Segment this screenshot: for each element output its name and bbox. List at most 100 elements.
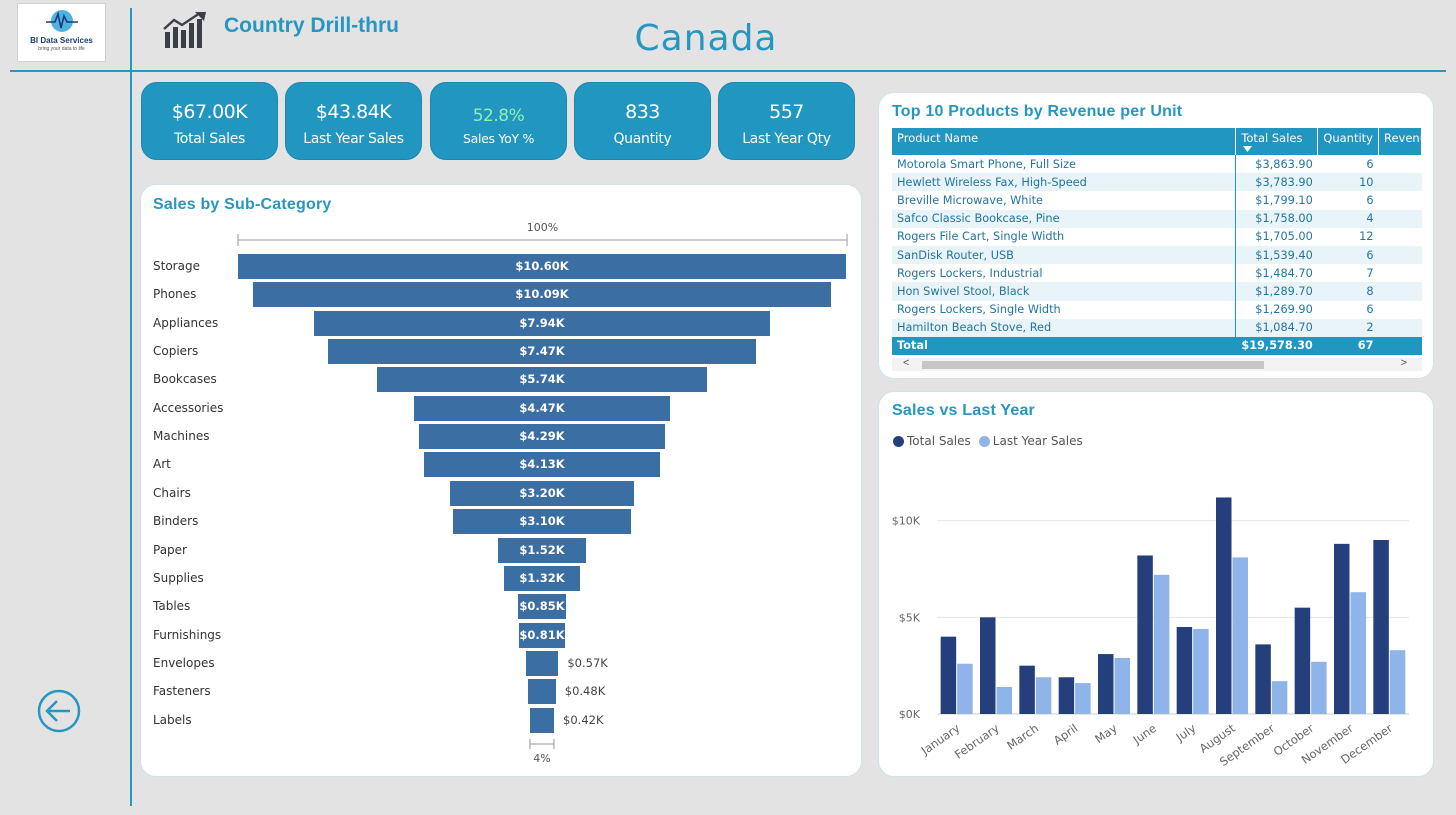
table-row[interactable]: Hewlett Wireless Fax, High-Speed $3,783.9… [892, 173, 1422, 192]
funnel-bar[interactable] [528, 679, 556, 705]
bar-total-sales[interactable] [1019, 665, 1035, 714]
bar-last-year-sales[interactable] [1153, 574, 1170, 714]
bar-total-sales[interactable] [940, 636, 957, 714]
cell-quantity: 12 [1359, 230, 1374, 244]
funnel-bar[interactable] [450, 480, 634, 506]
col-header-revenue[interactable]: Revenu [1378, 128, 1422, 155]
funnel-bar[interactable] [498, 537, 586, 563]
funnel-bar-value: $3.10K [519, 514, 565, 529]
funnel-category-label: Appliances [153, 315, 219, 330]
bar-total-sales[interactable] [1294, 607, 1311, 714]
bar-total-sales[interactable] [1137, 555, 1153, 714]
funnel-bar[interactable] [529, 707, 555, 733]
funnel-bar[interactable] [238, 254, 846, 279]
bar-last-year-sales[interactable] [1389, 650, 1406, 714]
bar-total-sales[interactable] [1058, 677, 1075, 714]
y-tick-label: $0K [899, 708, 921, 721]
table-row[interactable]: Motorola Smart Phone, Full Size $3,863.90… [892, 155, 1422, 174]
bar-last-year-sales[interactable] [1114, 657, 1131, 714]
funnel-bar[interactable] [418, 424, 666, 450]
funnel-bar[interactable] [423, 452, 661, 478]
bar-total-sales[interactable] [980, 617, 996, 714]
col-header-total-sales[interactable]: Total Sales [1235, 128, 1319, 155]
cell-quantity: 4 [1317, 209, 1379, 228]
horizontal-scrollbar[interactable]: < > [892, 357, 1422, 371]
funnel-category-label: Binders [153, 514, 199, 529]
funnel-bar-value: $1.52K [519, 542, 565, 557]
table-row[interactable]: Breville Microwave, White $1,799.10 6 [892, 191, 1422, 210]
col-header-label: Total Sales [1241, 131, 1303, 145]
bar-total-sales[interactable] [1176, 627, 1193, 714]
cell-product-name: Rogers File Cart, Single Width [897, 230, 1065, 244]
bar-last-year-sales[interactable] [996, 686, 1013, 714]
funnel-category-label: Art [153, 457, 171, 472]
scrollbar-thumb[interactable] [922, 361, 1264, 369]
country-title: Canada [634, 18, 778, 59]
funnel-bar[interactable] [518, 622, 566, 648]
bar-total-sales[interactable] [1373, 540, 1389, 714]
horizontal-divider [10, 70, 1446, 72]
funnel-bar[interactable] [314, 310, 770, 336]
bar-total-sales[interactable] [1255, 644, 1271, 714]
bar-last-year-sales[interactable] [957, 663, 973, 714]
kpi-sales-yoy: 52.8% Sales YoY % [430, 82, 567, 160]
bar-last-year-sales[interactable] [1075, 683, 1091, 714]
cell-revenue [1379, 264, 1422, 282]
back-arrow-icon[interactable] [37, 689, 81, 733]
col-header-quantity[interactable]: Quantity [1317, 128, 1379, 155]
bar-last-year-sales[interactable] [1232, 557, 1249, 714]
funnel-bar[interactable] [327, 339, 757, 365]
bar-last-year-sales[interactable] [1311, 661, 1327, 714]
panel-title: Sales vs Last Year [892, 402, 1035, 419]
col-header-product-name[interactable]: Product Name [892, 128, 1237, 155]
cell-quantity: 6 [1366, 303, 1374, 317]
funnel-category-label: Accessories [153, 400, 224, 415]
cell-total-sales: $1,084.70 [1235, 318, 1318, 337]
funnel-bar[interactable] [517, 594, 567, 620]
legend-item-last-year-sales[interactable]: Last Year Sales [978, 434, 1083, 448]
funnel-bar-value: $10.09K [515, 287, 569, 302]
table-row[interactable]: Hon Swivel Stool, Black $1,289.70 8 [892, 282, 1422, 301]
products-table: Product Name Total Sales Quantity Revenu… [892, 128, 1422, 355]
funnel-bottom-percent: 4% [533, 752, 551, 765]
legend-item-total-sales[interactable]: Total Sales [893, 434, 971, 448]
bar-total-sales[interactable] [1098, 654, 1114, 714]
kpi-value: $67.00K [171, 101, 248, 123]
kpi-label: Sales YoY % [462, 131, 535, 146]
table-row[interactable]: SanDisk Router, USB $1,539.40 6 [892, 245, 1422, 265]
bar-last-year-sales[interactable] [1271, 681, 1288, 714]
cell-quantity: 2 [1317, 318, 1379, 337]
sort-descending-icon [1243, 146, 1253, 152]
funnel-bottom-bracket [529, 739, 555, 749]
cell-total-sales: $1,539.40 [1235, 245, 1318, 265]
funnel-bar[interactable] [413, 395, 671, 421]
bar-last-year-sales[interactable] [1350, 592, 1367, 714]
cell-total-label: Total [892, 336, 1236, 355]
bar-last-year-sales[interactable] [1193, 628, 1209, 714]
funnel-bar[interactable] [504, 565, 580, 591]
funnel-bar[interactable] [525, 650, 559, 676]
cell-total-sales: $1,705.00 [1235, 227, 1318, 246]
cell-product-name: Rogers Lockers, Single Width [897, 303, 1061, 317]
funnel-category-label: Machines [153, 429, 210, 444]
bar-total-sales[interactable] [1334, 543, 1350, 714]
bar-total-sales[interactable] [1216, 497, 1232, 714]
cell-quantity: 10 [1317, 173, 1379, 192]
table-row[interactable]: Hamilton Beach Stove, Red $1,084.70 2 [892, 318, 1422, 337]
sales-by-subcategory-panel: Sales by Sub-Category 100% Storage $10.60… [140, 184, 862, 777]
funnel-category-label: Envelopes [153, 655, 215, 670]
table-row[interactable]: Rogers File Cart, Single Width $1,705.00 1… [892, 227, 1422, 246]
table-row[interactable]: Rogers Lockers, Industrial $1,484.70 7 [892, 264, 1422, 283]
scroll-left-icon[interactable]: < [903, 357, 910, 369]
funnel-bar[interactable] [252, 282, 832, 308]
cell-quantity: 6 [1366, 157, 1374, 171]
funnel-category-label: Paper [153, 542, 187, 557]
bar-last-year-sales[interactable] [1035, 677, 1052, 714]
scroll-right-icon[interactable]: > [1400, 357, 1407, 369]
table-row[interactable]: Rogers Lockers, Single Width $1,269.90 6 [892, 300, 1422, 319]
funnel-bar[interactable] [377, 367, 707, 393]
funnel-bar[interactable] [453, 509, 631, 535]
table-row[interactable]: Safco Classic Bookcase, Pine $1,758.00 4 [892, 209, 1422, 228]
funnel-bar-value: $7.47K [519, 344, 565, 359]
funnel-top-percent: 100% [526, 221, 559, 234]
